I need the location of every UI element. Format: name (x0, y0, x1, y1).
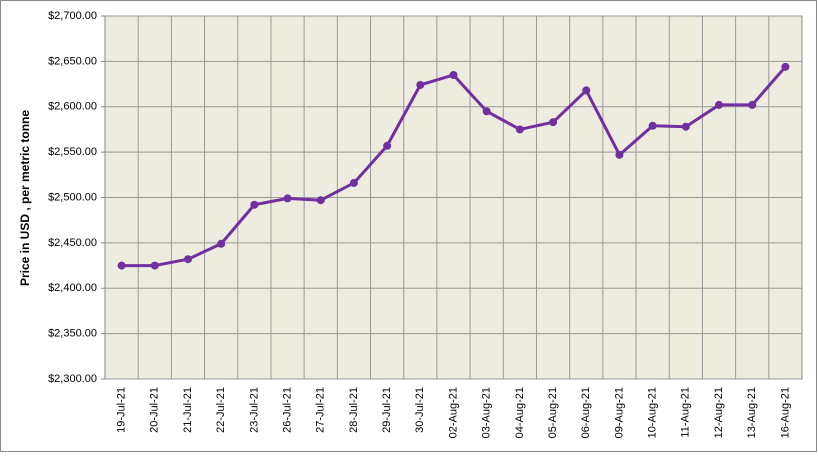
point (748, 100, 757, 109)
x-tick-label: 12-Aug-21 (713, 387, 725, 438)
x-tick-label: 10-Aug-21 (647, 387, 659, 438)
point (681, 122, 690, 131)
point (217, 239, 226, 248)
y-tick-label: $2,700.00 (48, 10, 97, 22)
x-tick-label: 29-Jul-21 (381, 387, 393, 433)
point (781, 62, 790, 71)
y-tick-label: $2,650.00 (48, 55, 97, 67)
y-tick-label: $2,350.00 (48, 328, 97, 340)
y-tick-label: $2,300.00 (48, 373, 97, 385)
point (515, 125, 524, 134)
point (117, 261, 126, 270)
y-tick-label: $2,600.00 (48, 101, 97, 113)
x-tick-label: 04-Aug-21 (514, 387, 526, 438)
point (349, 178, 358, 187)
x-tick-label: 11-Aug-21 (680, 387, 692, 438)
y-axis-label: Price in USD , per metric tonne (18, 110, 32, 286)
x-tick-label: 05-Aug-21 (547, 387, 559, 438)
point (549, 118, 558, 127)
point (582, 86, 591, 95)
x-tick-label: 16-Aug-21 (779, 387, 791, 438)
point (449, 70, 458, 79)
point (150, 261, 159, 270)
point (482, 107, 491, 116)
y-tick-label: $2,500.00 (48, 191, 97, 203)
point (715, 100, 724, 109)
x-tick-label: 20-Jul-21 (149, 387, 161, 433)
x-tick-label: 30-Jul-21 (414, 387, 426, 433)
x-tick-label: 28-Jul-21 (348, 387, 360, 433)
x-tick-label: 13-Aug-21 (746, 387, 758, 438)
x-tick-label: 19-Jul-21 (116, 387, 128, 433)
y-tick-label: $2,400.00 (48, 282, 97, 294)
point (383, 141, 392, 150)
y-tick-label: $2,450.00 (48, 237, 97, 249)
point (250, 200, 259, 209)
x-tick-label: 06-Aug-21 (580, 387, 592, 438)
x-tick-label: 02-Aug-21 (447, 387, 459, 438)
x-tick-label: 21-Jul-21 (182, 387, 194, 433)
x-tick-label: 03-Aug-21 (481, 387, 493, 438)
y-tick-label: $2,550.00 (48, 146, 97, 158)
point (416, 80, 425, 89)
point (648, 121, 657, 130)
x-tick-label: 23-Jul-21 (248, 387, 260, 433)
point (183, 255, 192, 264)
x-tick-label: 26-Jul-21 (281, 387, 293, 433)
x-tick-label: 22-Jul-21 (215, 387, 227, 433)
x-tick-label: 27-Jul-21 (315, 387, 327, 433)
point (615, 150, 624, 159)
point (283, 194, 292, 203)
x-tick-label: 09-Aug-21 (613, 387, 625, 438)
point (316, 196, 325, 205)
